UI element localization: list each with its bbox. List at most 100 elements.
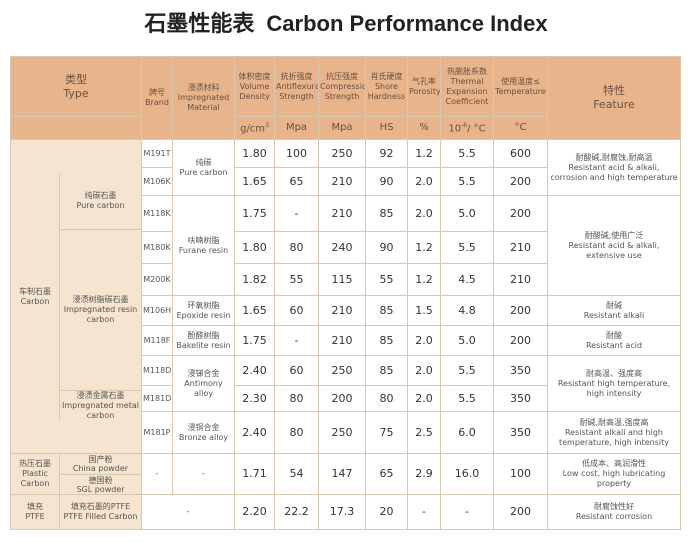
unit-blank (10, 116, 142, 140)
group-metal-carbon: 浸渍金属石墨 Impregnated metal carbon (62, 390, 139, 420)
value-hardness: 85 (365, 325, 408, 356)
brand-cell: - (141, 453, 173, 495)
value-porosity: 2.0 (407, 325, 441, 356)
material-furane: 呋喃树脂 Furane resin (172, 195, 235, 296)
unit-porosity: % (407, 116, 441, 140)
group-carbon: 车制石墨 Carbon 纯碳石墨 Pure carbon 浸渍树脂碳石墨 Impreg… (10, 139, 142, 454)
value-compression: 250 (318, 411, 366, 454)
table-row: M181P 浸铜合金 Bronze alloy 2.40 80 250 75 2.… (11, 411, 681, 454)
value-compression: 210 (318, 325, 366, 356)
value-porosity: 2.0 (407, 355, 441, 386)
brand-cell: - (141, 494, 235, 530)
value-compression: 210 (318, 195, 366, 232)
value-compression: 17.3 (318, 494, 366, 530)
value-hardness: 75 (365, 411, 408, 454)
material-bronze: 浸铜合金 Bronze alloy (172, 411, 235, 454)
table-row: M181D 2.30 80 200 80 2.0 5.5 350 (11, 385, 681, 412)
brand-cell: M181P (141, 411, 173, 454)
value-flexural: 65 (274, 167, 319, 196)
header-compression: 抗压强度Compression Strength (318, 56, 366, 117)
value-porosity: - (407, 494, 441, 530)
value-expansion: 5.0 (440, 325, 494, 356)
value-hardness: 65 (365, 453, 408, 495)
value-hardness: 85 (365, 295, 408, 326)
material-bakelite: 酚醛树脂 Bakelite resin (172, 325, 235, 356)
feature-antimony: 耐高温、强度高 Resistant high temperature, high … (547, 355, 681, 412)
value-hardness: 92 (365, 139, 408, 168)
value-porosity: 2.0 (407, 385, 441, 412)
unit-hardness: HS (365, 116, 408, 140)
value-hardness: 85 (365, 355, 408, 386)
page-title: 石墨性能表 Carbon Performance Index (0, 6, 692, 38)
header-type: 类型 Type (10, 56, 142, 117)
brand-cell: M118F (141, 325, 173, 356)
value-density: 1.80 (234, 139, 275, 168)
value-temperature: 200 (493, 295, 548, 326)
value-expansion: 5.5 (440, 385, 494, 412)
header-brand: 牌号 Brand (141, 56, 173, 140)
value-hardness: 80 (365, 385, 408, 412)
value-expansion: 6.0 (440, 411, 494, 454)
value-flexural: 80 (274, 231, 319, 264)
value-compression: 200 (318, 385, 366, 412)
value-temperature: 210 (493, 231, 548, 264)
header-expansion: 热膨胀系数 Thermal Expansion Coefficient (440, 56, 494, 117)
material-epoxide: 环氧树脂 Epoxide resin (172, 295, 235, 326)
value-density: 1.75 (234, 325, 275, 356)
powder-sgl: 德国粉 SGL powder (76, 475, 125, 494)
value-flexural: 80 (274, 411, 319, 454)
table-row: M200K 1.82 55 115 55 1.2 4.5 210 (11, 263, 681, 296)
value-density: 1.82 (234, 263, 275, 296)
brand-cell: M200K (141, 263, 173, 296)
unit-density: g/cm3 (234, 116, 275, 140)
value-temperature: 200 (493, 325, 548, 356)
powder-china: 国产粉 China powder (60, 455, 141, 475)
brand-cell: M106H (141, 295, 173, 326)
feature-hot: 低成本、高润滑性 Low cost, high lubricating prope… (547, 453, 681, 495)
value-density: 1.75 (234, 195, 275, 232)
value-flexural: 100 (274, 139, 319, 168)
value-temperature: 200 (493, 167, 548, 196)
value-temperature: 350 (493, 411, 548, 454)
value-flexural: 80 (274, 385, 319, 412)
value-porosity: 1.2 (407, 231, 441, 264)
value-temperature: 600 (493, 139, 548, 168)
value-flexural: 60 (274, 295, 319, 326)
feature-pure: 耐酸碱,耐腐蚀,耐高温 Resistant acid & alkali, corr… (547, 139, 681, 196)
value-compression: 210 (318, 295, 366, 326)
value-porosity: 1.5 (407, 295, 441, 326)
header-row: 类型 Type 牌号 Brand 浸渍材料 Impregnated Material … (10, 56, 681, 140)
value-expansion: 4.5 (440, 263, 494, 296)
unit-temperature: °C (493, 116, 548, 140)
group-resin-carbon: 浸渍树脂碳石墨 Impregnated resin carbon (60, 230, 141, 391)
value-flexural: 60 (274, 355, 319, 386)
brand-cell: M118D (141, 355, 173, 386)
table-row: M118K 呋喃树脂 Furane resin 1.75 - 210 85 2.0… (11, 195, 681, 296)
value-compression: 250 (318, 355, 366, 386)
value-density: 1.71 (234, 453, 275, 495)
header-porosity: 气孔率 Porosity (407, 56, 441, 117)
material-pure: 纯碳 Pure carbon (172, 139, 235, 196)
value-temperature: 200 (493, 494, 548, 530)
value-compression: 250 (318, 139, 366, 168)
value-temperature: 210 (493, 263, 548, 296)
value-expansion: 4.8 (440, 295, 494, 326)
value-temperature: 100 (493, 453, 548, 495)
value-compression: 115 (318, 263, 366, 296)
value-flexural: - (274, 195, 319, 232)
value-porosity: 2.9 (407, 453, 441, 495)
table-row: 填充 PTFE 填充石墨的PTFE PTFE Filled Carbon - 2.2… (10, 494, 681, 530)
material-cell: - (172, 453, 235, 495)
value-expansion: 5.5 (440, 231, 494, 264)
value-density: 1.65 (234, 167, 275, 196)
material-antimony: 浸锑合金 Antimony alloy (172, 355, 235, 412)
value-density: 2.30 (234, 385, 275, 412)
header-flexural: 抗折强度 Antiflexural Strength (274, 56, 319, 117)
feature-epoxide: 耐碱 Resistant alkali (547, 295, 681, 326)
table-row: M118F 酚醛树脂 Bakelite resin 1.75 - 210 85 2… (11, 325, 681, 356)
value-expansion: 16.0 (440, 453, 494, 495)
value-density: 1.65 (234, 295, 275, 326)
table-row: M106H 环氧树脂 Epoxide resin 1.65 60 210 85 1… (11, 295, 681, 326)
value-compression: 240 (318, 231, 366, 264)
table-row: M106K 1.65 65 210 90 2.0 5.5 200 (11, 167, 681, 196)
